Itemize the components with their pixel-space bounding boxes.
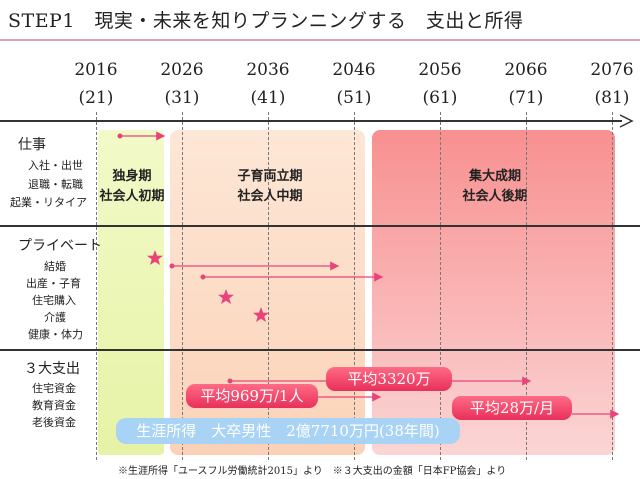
year-label-2046: 2046 [332,60,376,80]
guide-line-2046 [354,112,355,460]
guide-line-2056 [440,112,441,460]
private-arrow-childcare-dot [200,274,206,280]
guide-line-2076 [612,112,613,460]
private-item-childcare: 出産・子育 [26,277,81,290]
pill-retirement-cost: 平均28万/月 [452,396,572,420]
year-label-2056: 2056 [418,60,462,80]
work-item-promotion: 入社・出世 [28,159,83,172]
guide-line-2026 [182,112,183,460]
period-box-single [98,130,164,455]
section-label-expenses: ３大支出 [24,361,80,377]
age-label-61: (61) [422,88,458,108]
period-parenting-line2: 社会人中期 [237,189,303,204]
star-icon-house [218,289,234,304]
timeline-arrowhead [619,114,634,128]
year-label-2066: 2066 [504,60,548,80]
work-arrow-entry-dot [117,133,123,139]
period-single-line1: 独身期 [112,169,152,184]
work-item-retire: 起業・リタイア [10,196,87,209]
period-culmination-line1: 集大成期 [468,169,521,184]
age-label-21: (21) [78,88,114,108]
page-title: STEP1 現実・未来を知りプランニングする 支出と所得 [8,10,524,32]
section-label-private: プライベート [18,238,102,254]
timeline-axis [0,120,622,122]
year-label-2076: 2076 [590,60,634,80]
age-label-31: (31) [164,88,200,108]
age-label-71: (71) [508,88,544,108]
age-label-51: (51) [336,88,372,108]
age-label-81: (81) [594,88,630,108]
year-label-2016: 2016 [74,60,118,80]
star-icon-care [253,307,269,322]
year-label-2026: 2026 [160,60,204,80]
private-item-marriage: 結婚 [44,260,66,273]
period-label-single: 独身期 社会人初期 [94,167,170,207]
period-culmination-line2: 社会人後期 [462,189,528,204]
period-parenting-line1: 子育両立期 [237,169,303,184]
private-item-care: 介護 [44,311,66,324]
work-item-job-change: 退職・転職 [28,178,83,191]
section-label-work: 仕事 [18,137,46,153]
private-arrow-marriage-dot [169,263,175,269]
period-single-line2: 社会人初期 [99,189,165,204]
expense-arrow-housing-dot [227,378,233,384]
title-divider [0,39,640,41]
divider-work-private [0,225,640,227]
period-label-parenting: 子育両立期 社会人中期 [215,167,325,207]
private-item-health: 健康・体力 [28,328,83,341]
expense-item-education: 教育資金 [32,399,76,412]
period-label-culmination: 集大成期 社会人後期 [440,167,550,207]
guide-line-2016 [96,112,97,460]
footnote-sources: ※生涯所得「ユースフル労働統計2015」より ※３大支出の金額「日本FP協会」よ… [118,466,507,477]
divider-private-expenses [0,349,640,351]
pill-lifetime-income: 生涯所得 大卒男性 2億7710万円(38年間) [116,418,460,444]
star-icon-marriage [147,250,163,265]
expense-item-housing: 住宅資金 [32,382,76,395]
pill-education-cost: 平均969万/1人 [186,384,318,408]
guide-line-2036 [268,112,269,460]
private-item-house: 住宅購入 [32,294,76,307]
pill-housing-cost: 平均3320万 [326,367,452,391]
expense-item-retirement: 老後資金 [32,416,76,429]
age-label-41: (41) [250,88,286,108]
year-label-2036: 2036 [246,60,290,80]
guide-line-2066 [526,112,527,460]
